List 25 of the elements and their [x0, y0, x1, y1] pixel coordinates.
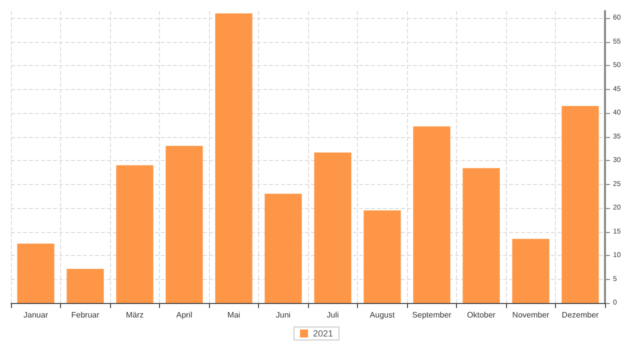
- bar: [66, 268, 104, 303]
- bar: [512, 238, 550, 303]
- bar: [562, 106, 599, 303]
- x-tick-label: Februar: [71, 310, 100, 320]
- bar: [462, 168, 500, 303]
- x-tick-label: November: [512, 310, 550, 320]
- bar: [116, 165, 154, 303]
- x-tick-label: Oktober: [467, 310, 496, 320]
- bar: [166, 146, 203, 303]
- x-tick-label: September: [412, 310, 452, 320]
- x-tick-label: Dezember: [562, 310, 600, 320]
- bar: [413, 126, 450, 303]
- bar: [17, 244, 54, 303]
- x-tick-label: März: [126, 310, 144, 320]
- bar: [364, 210, 401, 303]
- bar: [215, 13, 252, 303]
- legend-label: 2021: [312, 328, 334, 338]
- x-tick-label: Januar: [24, 310, 48, 320]
- x-tick-label: Juni: [276, 310, 291, 320]
- x-tick-label: Mai: [227, 310, 240, 320]
- bar: [264, 194, 302, 303]
- x-tick-label: Juli: [326, 310, 339, 320]
- bar: [314, 152, 352, 303]
- x-tick-label: April: [176, 310, 192, 320]
- x-tick-label: August: [370, 310, 396, 320]
